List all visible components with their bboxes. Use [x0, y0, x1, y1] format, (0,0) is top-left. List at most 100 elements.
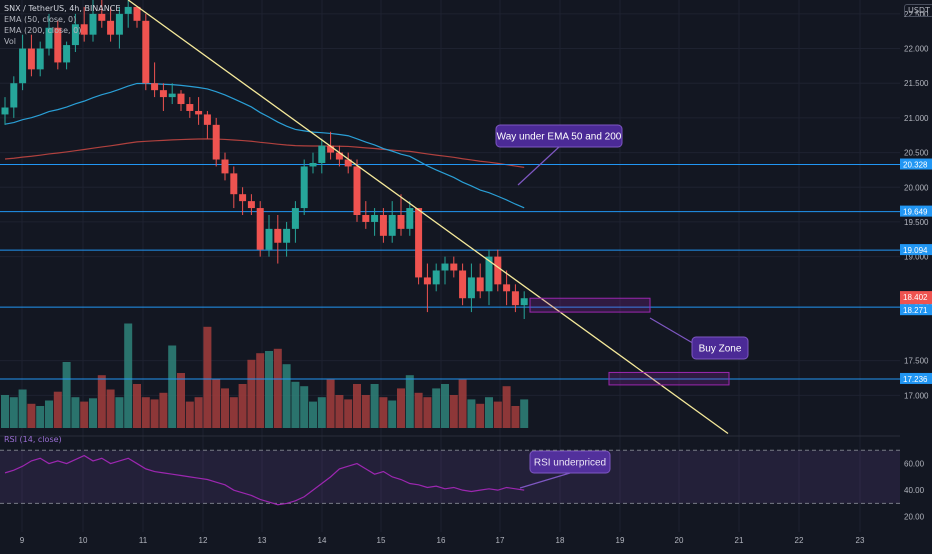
- price-badge-label: 20.328: [903, 161, 928, 170]
- time-axis-tick: 22: [795, 536, 804, 545]
- ema50-legend[interactable]: EMA (50, close, 0): [4, 15, 77, 24]
- volume-bar: [124, 323, 133, 428]
- price-axis-tick: 21.000: [904, 114, 929, 123]
- time-axis-tick: 13: [258, 536, 267, 545]
- volume-bar: [18, 389, 27, 428]
- volume-bar: [229, 397, 238, 428]
- candle-body: [353, 166, 361, 215]
- symbol-title[interactable]: SNX / TetherUS, 4h, BINANCE: [4, 4, 121, 13]
- volume-bar: [141, 397, 150, 428]
- volume-bar: [405, 375, 414, 428]
- price-badge-label: 17.236: [903, 375, 928, 384]
- time-axis-tick: 17: [496, 536, 505, 545]
- price-badge: [900, 372, 932, 384]
- volume-bar: [485, 397, 493, 428]
- callout-pointer: [519, 472, 571, 489]
- volume-bar: [45, 400, 53, 428]
- volume-bar: [89, 398, 97, 428]
- price-badge-label: 18.271: [903, 306, 928, 315]
- candle-body: [494, 256, 502, 285]
- volume-bar: [449, 395, 458, 428]
- volume-bar: [203, 326, 212, 428]
- candle-body: [371, 215, 379, 222]
- buy-zone-box: [608, 371, 730, 386]
- candle-body: [71, 24, 79, 46]
- candle-body: [203, 114, 211, 125]
- candle-body: [300, 166, 308, 209]
- price-axis-tick: 19.500: [904, 218, 929, 227]
- volume-legend[interactable]: Vol: [4, 37, 16, 46]
- time-axis-tick: 9: [20, 536, 25, 545]
- time-axis-tick: 23: [856, 536, 865, 545]
- time-axis-tick: 20: [675, 536, 684, 545]
- volume-bar: [133, 384, 141, 428]
- volume-bar: [300, 386, 309, 428]
- rsi-line: [4, 454, 525, 506]
- candle-body: [221, 159, 229, 174]
- candle-body: [265, 228, 273, 250]
- candle-body: [406, 208, 414, 229]
- price-axis-tick: 17.500: [904, 357, 929, 366]
- volume-bar: [344, 399, 353, 428]
- volume-bar: [238, 384, 247, 428]
- price-badge: [900, 158, 932, 170]
- rsi-band: [0, 450, 900, 504]
- candle-body: [309, 162, 317, 167]
- candle-body: [80, 24, 88, 35]
- candle-body: [335, 152, 343, 160]
- volume-bar: [221, 388, 229, 428]
- candle-body: [362, 215, 370, 222]
- price-axis-tick: 19.000: [904, 253, 929, 262]
- volume-bar: [397, 388, 405, 428]
- candle-body: [511, 291, 519, 306]
- volume-bar: [502, 386, 511, 428]
- candle-body: [476, 277, 484, 292]
- candle-body: [467, 277, 475, 299]
- candle-body: [397, 215, 405, 229]
- candle-body: [177, 93, 185, 105]
- candle-body: [423, 277, 431, 285]
- volume-bar: [493, 401, 502, 428]
- volume-bar: [414, 392, 423, 428]
- callout-box: [691, 336, 749, 360]
- candle-body: [89, 13, 97, 35]
- candle-body: [256, 208, 264, 250]
- volume-bar: [265, 351, 273, 428]
- candle-body: [503, 284, 511, 292]
- volume-bar: [256, 353, 265, 428]
- candle-body: [54, 27, 62, 63]
- candle-body: [327, 145, 335, 153]
- volume-bar: [159, 392, 168, 428]
- candle-body: [520, 298, 528, 306]
- callout-label: Way under EMA 50 and 200: [497, 132, 622, 143]
- time-axis-tick: 11: [139, 536, 148, 545]
- candle-body: [212, 124, 220, 160]
- volume-bar: [458, 379, 467, 428]
- time-axis-tick: 12: [199, 536, 208, 545]
- volume-bar: [309, 401, 317, 428]
- rsi-legend[interactable]: RSI (14, close): [4, 435, 62, 444]
- candle-body: [98, 13, 106, 21]
- rsi-axis-tick: 60.00: [904, 460, 925, 469]
- price-badge-label: 19.094: [903, 246, 928, 255]
- volume-bar: [441, 384, 449, 428]
- candle-body: [441, 263, 449, 271]
- candle-body: [230, 173, 238, 195]
- currency-badge[interactable]: USDT: [904, 4, 932, 17]
- candle-body: [415, 208, 423, 278]
- ema200-legend[interactable]: EMA (200, close, 0): [4, 26, 82, 35]
- candle-body: [19, 48, 27, 84]
- candle-body: [45, 27, 53, 49]
- price-badge-label: 18.402: [903, 293, 928, 302]
- chart-legend: SNX / TetherUS, 4h, BINANCE EMA (50, clo…: [4, 3, 120, 47]
- volume-bar: [115, 397, 124, 428]
- candle-body: [36, 48, 44, 70]
- candle-body: [63, 45, 71, 63]
- time-axis-tick: 16: [437, 536, 446, 545]
- time-axis-tick: 18: [556, 536, 565, 545]
- time-axis-tick: 10: [79, 536, 88, 545]
- candle-body: [274, 228, 282, 243]
- candle-body: [459, 270, 467, 299]
